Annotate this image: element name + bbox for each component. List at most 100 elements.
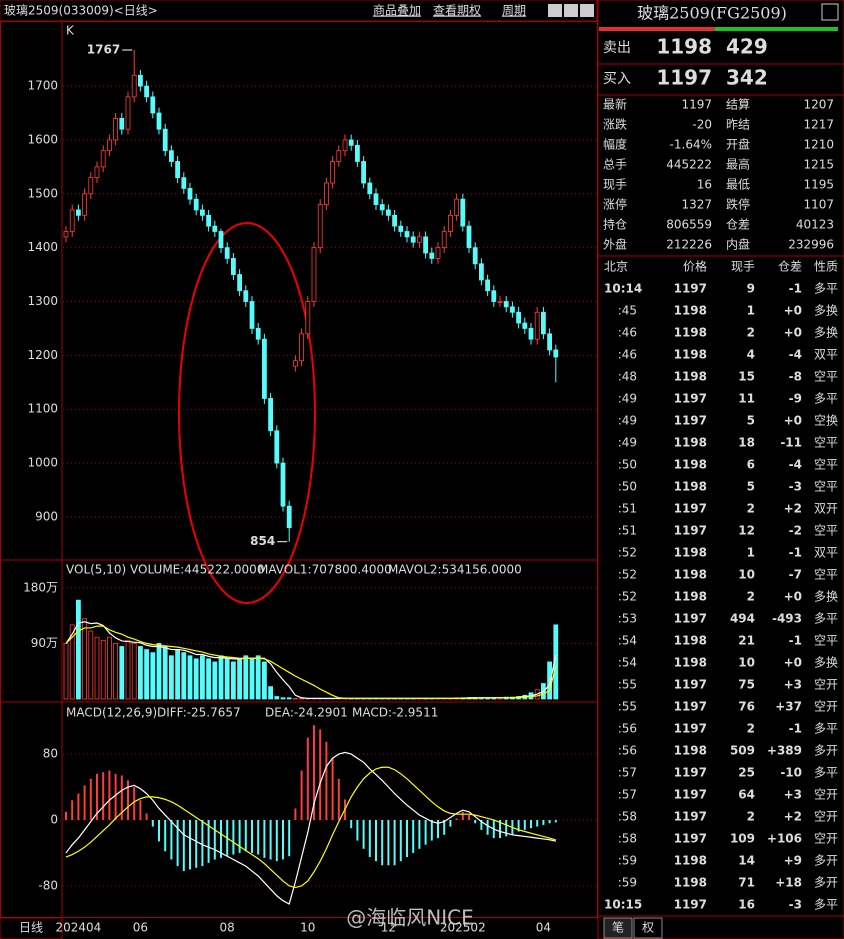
candle-body	[454, 198, 460, 216]
quote-field-value: 1217	[803, 118, 834, 132]
candle-body	[125, 96, 131, 130]
candle-body	[441, 231, 447, 249]
candle-body	[392, 214, 398, 227]
candle-body	[162, 128, 168, 152]
column-header: 仓差	[778, 260, 802, 274]
tick-price: 1197	[674, 282, 707, 296]
y-tick-label: 90万	[31, 636, 58, 650]
tick-nature: 空平	[814, 524, 838, 538]
candle-body	[336, 150, 342, 162]
tick-change: -10	[780, 766, 802, 780]
candle-body	[82, 193, 87, 216]
candle-body	[528, 328, 534, 340]
candle-body	[416, 236, 422, 243]
quote-title: 玻璃2509(FG2509)	[637, 4, 787, 23]
quote-field-label: 总手	[603, 158, 627, 172]
candle-body	[348, 139, 354, 146]
y-tick-label: 1500	[27, 186, 58, 200]
candle-body	[553, 349, 559, 358]
tick-volume: 2	[747, 326, 755, 340]
tick-price: 1198	[674, 634, 707, 648]
y-tick-label: 1000	[27, 456, 58, 470]
candle-body	[76, 209, 81, 216]
volume-bar	[199, 655, 205, 700]
candle-body	[299, 333, 305, 362]
y-tick-label: -80	[38, 878, 58, 892]
tick-time: :51	[618, 524, 637, 538]
tick-nature: 多平	[814, 898, 838, 912]
tick-time: :54	[618, 634, 637, 648]
quote-field-label: 最低	[726, 178, 750, 192]
tick-change: +3	[784, 788, 802, 802]
tick-price: 1197	[674, 524, 707, 538]
column-header: 性质	[814, 260, 838, 274]
tick-nature: 多换	[814, 304, 838, 318]
quote-field-value: 1210	[803, 138, 834, 152]
volume-bar	[206, 658, 212, 700]
quote-field-label: 最新	[603, 97, 627, 112]
quote-field-label: 跌停	[726, 197, 750, 212]
candle-body	[131, 74, 137, 98]
volume-bar	[249, 658, 255, 700]
tick-time: :57	[618, 766, 637, 780]
candle-body	[472, 247, 478, 265]
tick-nature: 双平	[814, 546, 838, 560]
quote-field-value: 445222	[666, 158, 712, 172]
volume-bar	[193, 658, 199, 700]
tick-change: +0	[784, 590, 802, 604]
tick-nature: 多换	[814, 326, 838, 340]
quote-field-value: 40123	[796, 218, 834, 232]
candle-body	[503, 301, 509, 308]
tick-time: :50	[618, 480, 637, 494]
tick-change: -2	[789, 524, 802, 538]
y-tick-label: 0	[50, 812, 58, 826]
tab-label: 笔	[612, 920, 624, 935]
tick-volume: 64	[738, 788, 755, 802]
volume-bar	[144, 649, 150, 700]
legend-entry: VOLUME:445222.0000	[130, 563, 264, 577]
candle-body	[342, 139, 348, 152]
quote-field-value: 806559	[666, 218, 712, 232]
quote-field-value: -20	[692, 118, 712, 132]
nav-button[interactable]	[548, 4, 562, 17]
tick-time: :52	[618, 546, 637, 560]
nav-button[interactable]	[580, 4, 594, 17]
tick-time: :56	[618, 744, 637, 758]
tick-volume: 10	[738, 568, 755, 582]
volume-bar	[94, 636, 100, 700]
tick-change: +9	[784, 854, 802, 868]
link[interactable]: 商品叠加	[373, 3, 421, 18]
x-tick-label: 08	[220, 921, 235, 935]
tick-time: :49	[618, 414, 637, 428]
tab[interactable]	[603, 917, 633, 939]
candle-body	[497, 301, 503, 303]
candle-body	[534, 311, 540, 340]
tick-time: :55	[618, 678, 637, 692]
tick-time: :51	[618, 502, 637, 516]
tick-time: :48	[618, 370, 637, 384]
volume-bar	[224, 658, 230, 700]
tick-nature: 多平	[814, 392, 838, 406]
period-box	[0, 917, 63, 939]
candle-body	[150, 96, 156, 114]
y-tick-label: 80	[43, 747, 58, 761]
tick-price: 1197	[674, 678, 707, 692]
link[interactable]: 周期	[502, 4, 526, 18]
tick-price: 1198	[674, 854, 707, 868]
tick-volume: 5	[747, 414, 755, 428]
volume-bar	[292, 697, 298, 700]
tick-time: :56	[618, 722, 637, 736]
tick-volume: 75	[738, 678, 755, 692]
close-button[interactable]	[821, 3, 839, 21]
link[interactable]: 查看期权	[433, 4, 481, 18]
tab-label: 权	[642, 921, 654, 935]
quote-volume: 342	[726, 66, 768, 90]
quote-field-label: 涨停	[603, 197, 627, 212]
nav-button[interactable]	[564, 4, 578, 17]
volume-bar	[137, 646, 143, 700]
y-tick-label: 900	[35, 509, 58, 523]
tick-nature: 多换	[814, 590, 838, 604]
tick-price: 1197	[674, 700, 707, 714]
tab[interactable]	[633, 917, 663, 939]
tick-price: 1198	[674, 348, 707, 362]
